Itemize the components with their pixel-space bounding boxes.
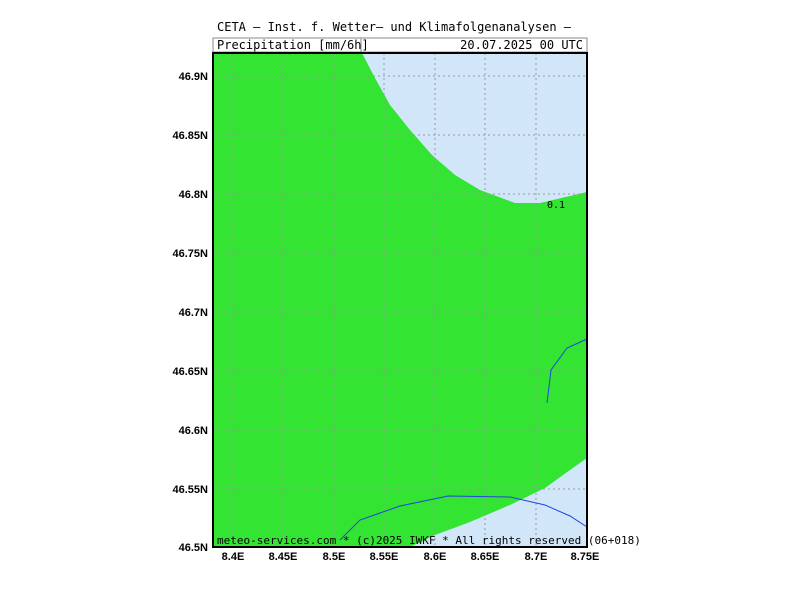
grid-lines <box>213 53 587 547</box>
lat-tick-label: 46.9N <box>179 71 208 83</box>
map-area: 0.1 meteo-services.com * (c)2025 IWKF * … <box>212 52 641 548</box>
lat-tick-label: 46.6N <box>179 425 208 437</box>
lon-tick-label: 8.4E <box>222 551 245 563</box>
lat-tick-label: 46.75N <box>173 248 209 260</box>
lon-axis: 8.4E 8.45E 8.5E 8.55E 8.6E 8.65E 8.7E 8.… <box>222 551 600 563</box>
lat-tick-label: 46.55N <box>173 484 209 496</box>
lon-tick-label: 8.6E <box>424 551 447 563</box>
map-frame <box>212 52 588 548</box>
lon-tick-label: 8.45E <box>269 551 298 563</box>
lat-tick-label: 46.5N <box>179 542 208 554</box>
precipitation-area <box>213 53 587 547</box>
lat-tick-label: 46.7N <box>179 307 208 319</box>
lon-tick-label: 8.7E <box>525 551 548 563</box>
border-line-south <box>339 495 588 541</box>
lon-tick-label: 8.75E <box>571 551 600 563</box>
border-line-east <box>546 338 588 404</box>
copyright-footer: meteo-services.com * (c)2025 IWKF * All … <box>217 534 641 547</box>
contour-label: 0.1 <box>547 200 565 211</box>
lat-axis: 46.9N 46.85N 46.8N 46.75N 46.7N 46.65N 4… <box>173 71 209 554</box>
variable-label: Precipitation [mm/6h] <box>217 38 369 52</box>
lat-tick-label: 46.8N <box>179 189 208 201</box>
lat-tick-label: 46.65N <box>173 366 209 378</box>
lon-tick-label: 8.5E <box>323 551 346 563</box>
datetime-label: 20.07.2025 00 UTC <box>460 38 583 52</box>
lon-tick-label: 8.65E <box>471 551 500 563</box>
lat-tick-label: 46.85N <box>173 130 209 142</box>
lon-tick-label: 8.55E <box>370 551 399 563</box>
header-title: CETA — Inst. f. Wetter— und Klimafolgena… <box>217 20 572 34</box>
